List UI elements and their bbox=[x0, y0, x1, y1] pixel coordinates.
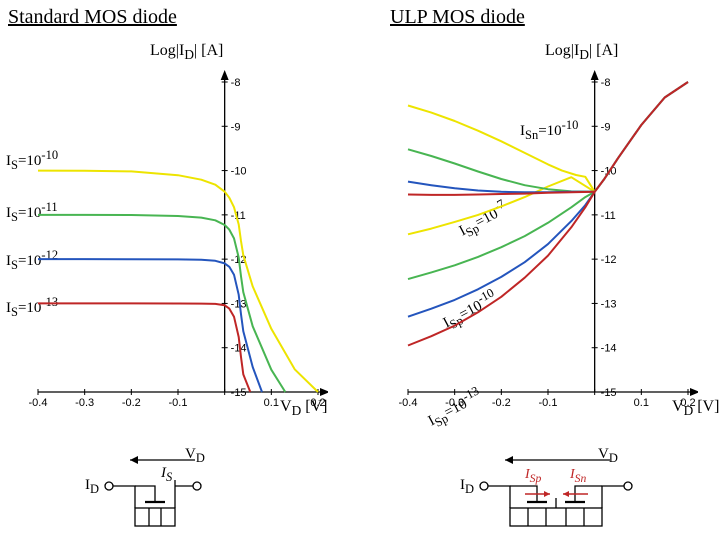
is-label: IS bbox=[161, 465, 172, 485]
yaxis-label-left: Log|ID| [A] bbox=[150, 42, 223, 63]
svg-text:-0.2: -0.2 bbox=[492, 397, 511, 409]
svg-text:-0.3: -0.3 bbox=[445, 397, 464, 409]
id-label: ID bbox=[460, 477, 474, 497]
svg-text:-0.4: -0.4 bbox=[29, 397, 48, 409]
right-title: ULP MOS diode bbox=[390, 6, 525, 29]
svg-text:-15: -15 bbox=[231, 387, 247, 399]
svg-text:-11: -11 bbox=[601, 210, 616, 222]
svg-text:-12: -12 bbox=[601, 254, 617, 266]
svg-text:0.1: 0.1 bbox=[634, 397, 649, 409]
svg-text:-8: -8 bbox=[601, 77, 611, 89]
vd-label: VD bbox=[185, 446, 205, 466]
svg-text:-0.3: -0.3 bbox=[75, 397, 94, 409]
svg-text:-14: -14 bbox=[601, 343, 617, 355]
svg-text:-10: -10 bbox=[231, 166, 247, 178]
svg-text:-9: -9 bbox=[601, 121, 611, 133]
svg-text:-13: -13 bbox=[601, 298, 617, 310]
svg-text:-9: -9 bbox=[231, 121, 241, 133]
yaxis-label-right: Log|ID| [A] bbox=[545, 42, 618, 63]
svg-text:-0.4: -0.4 bbox=[399, 397, 418, 409]
svg-text:0.2: 0.2 bbox=[310, 397, 325, 409]
svg-text:-0.1: -0.1 bbox=[169, 397, 188, 409]
svg-text:-15: -15 bbox=[601, 387, 617, 399]
circuit-left: VD ID IS bbox=[95, 450, 225, 530]
svg-text:0.1: 0.1 bbox=[264, 397, 279, 409]
svg-text:-8: -8 bbox=[231, 77, 241, 89]
circuit-right: VD ID ISp ISn bbox=[470, 450, 650, 530]
left-title: Standard MOS diode bbox=[8, 6, 177, 29]
chart-left: -15-14-13-12-11-10-9-8-0.4-0.3-0.2-0.10.… bbox=[28, 62, 328, 432]
vd-label: VD bbox=[598, 446, 618, 466]
id-label: ID bbox=[85, 477, 99, 497]
svg-text:0.2: 0.2 bbox=[680, 397, 695, 409]
svg-text:-0.1: -0.1 bbox=[539, 397, 558, 409]
svg-text:-0.2: -0.2 bbox=[122, 397, 141, 409]
isn-label: ISn bbox=[570, 467, 586, 485]
chart-right: -15-14-13-12-11-10-9-8-0.4-0.3-0.2-0.10.… bbox=[398, 62, 698, 432]
isp-label: ISp bbox=[525, 467, 541, 485]
